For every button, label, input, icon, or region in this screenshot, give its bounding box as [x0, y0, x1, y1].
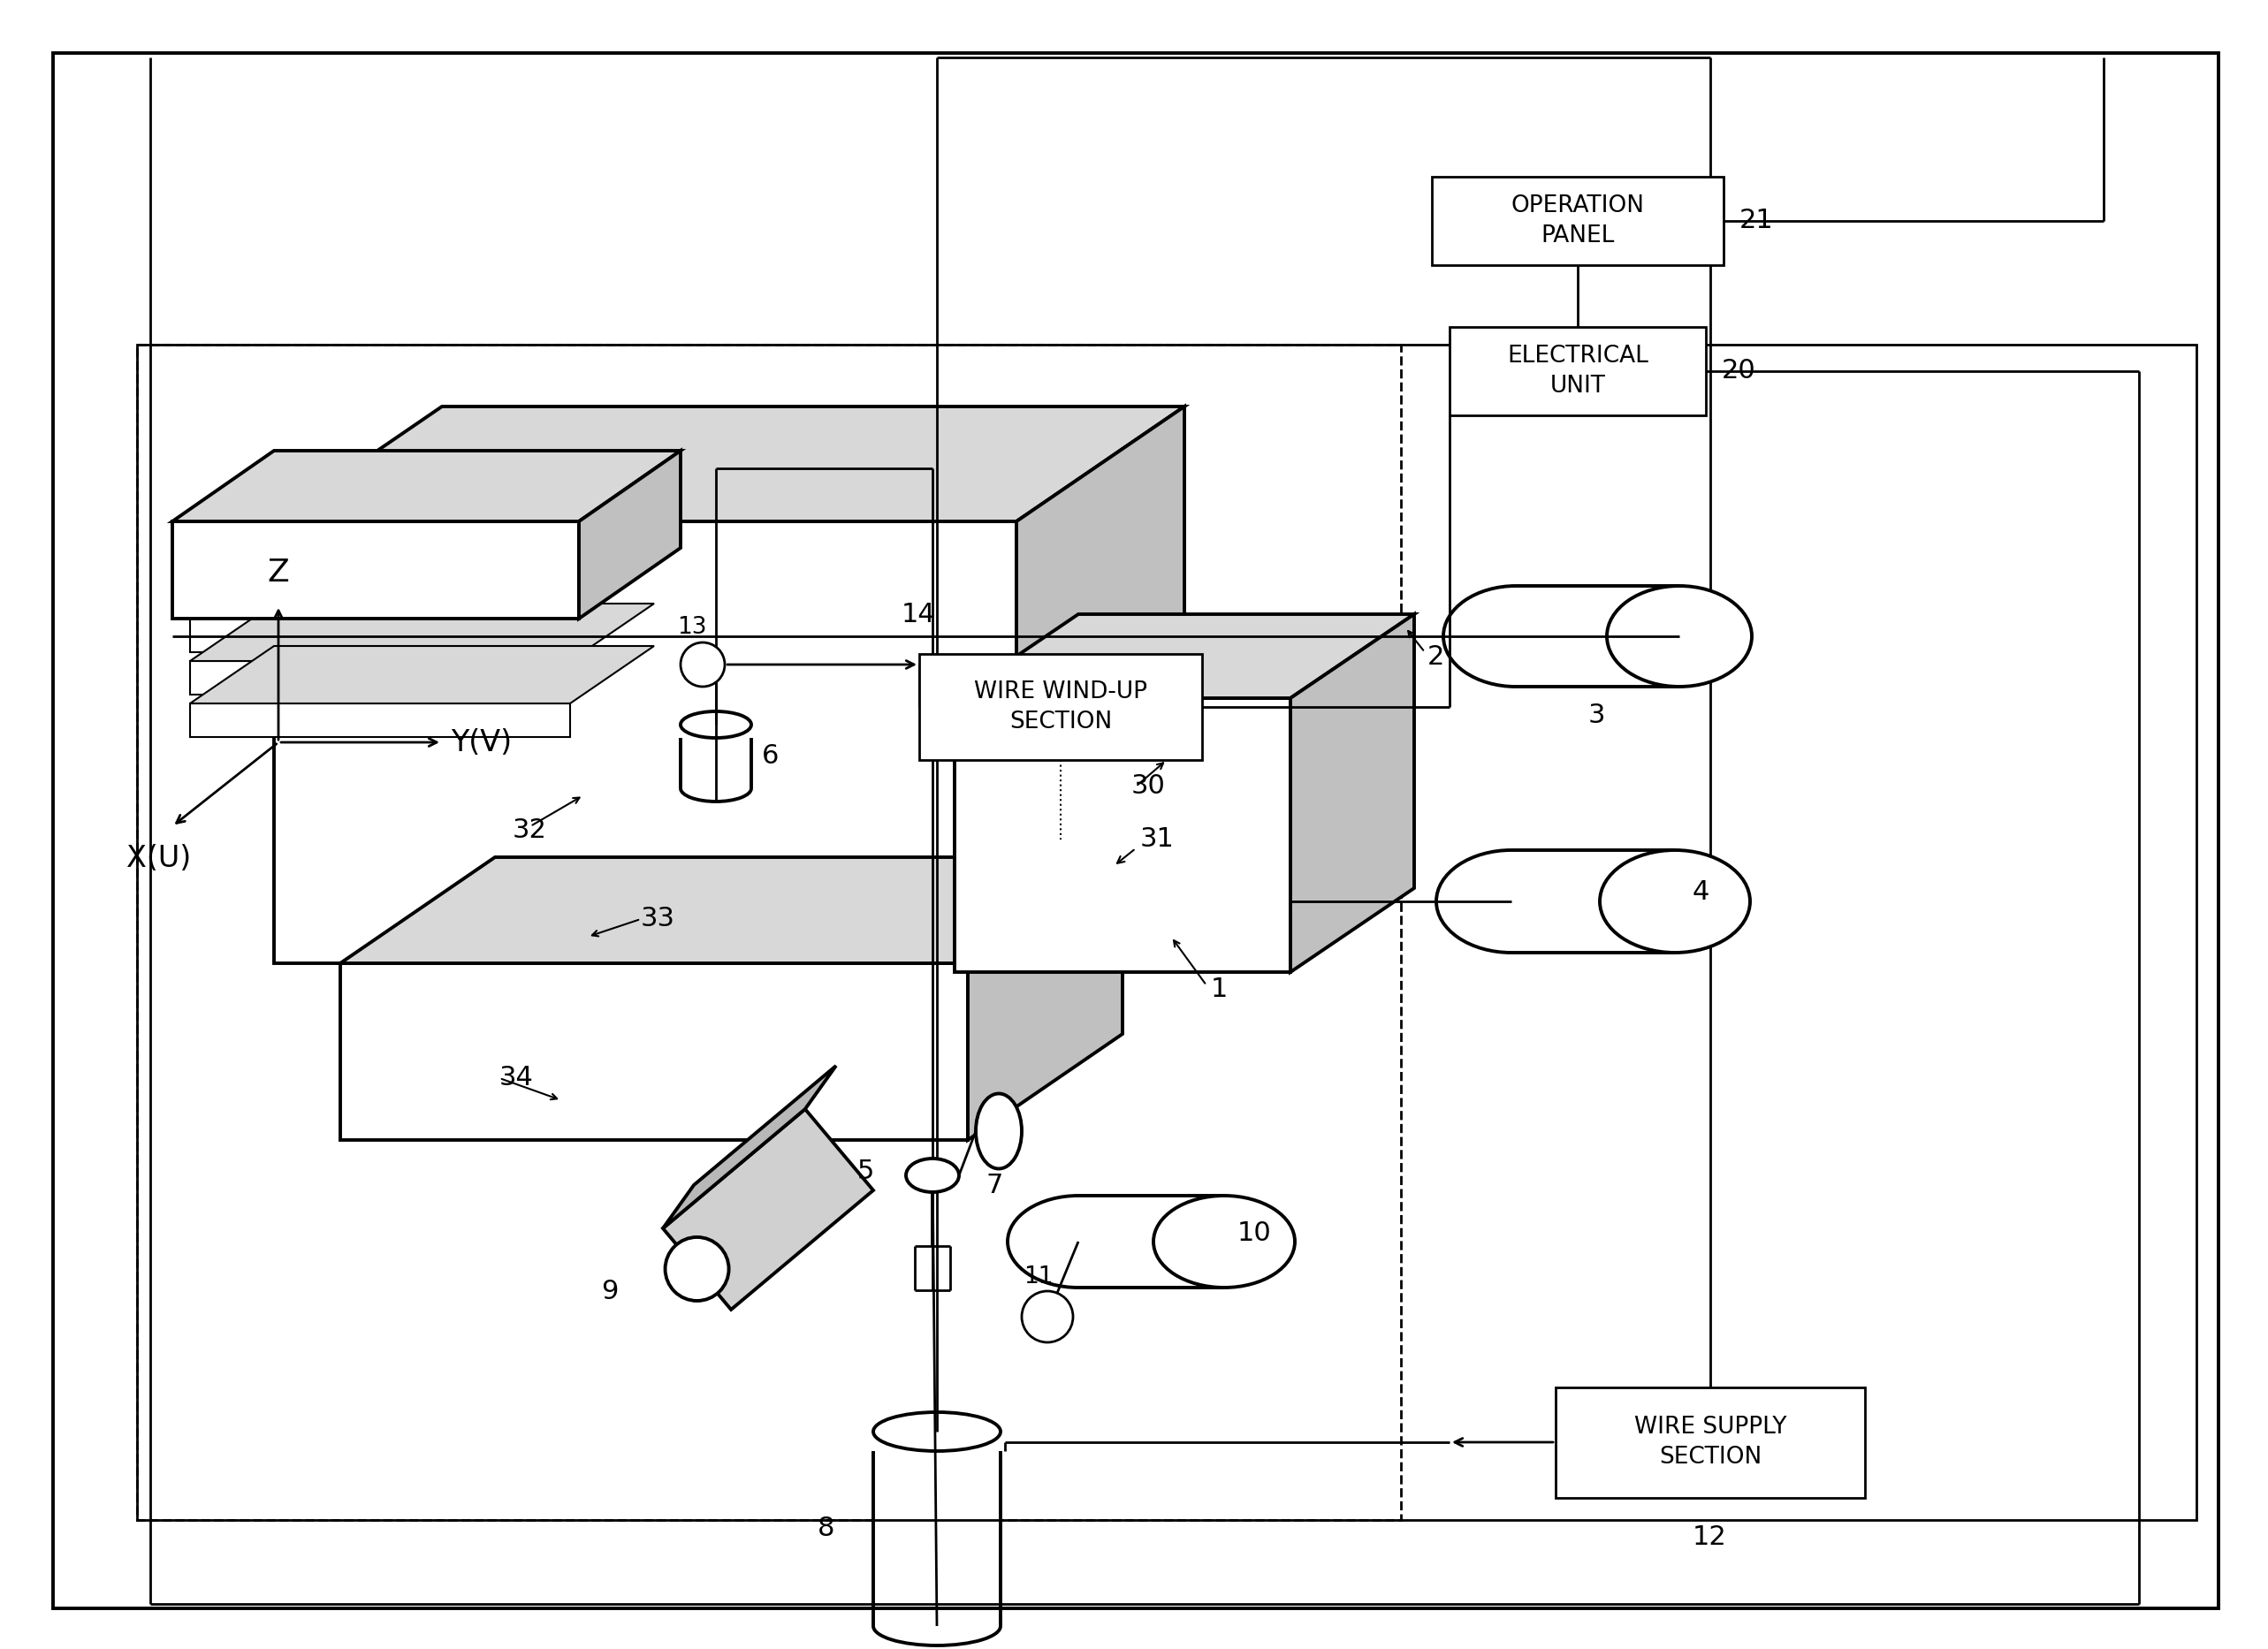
Text: 13: 13: [678, 617, 708, 638]
Polygon shape: [662, 1110, 873, 1309]
Ellipse shape: [873, 1412, 1000, 1451]
Polygon shape: [578, 450, 680, 618]
Bar: [919, 655, 1202, 760]
Ellipse shape: [665, 1237, 728, 1301]
Bar: [873, 1451, 1000, 1626]
Bar: [136, 345, 1402, 1520]
Ellipse shape: [1606, 585, 1751, 686]
Text: 30: 30: [1132, 773, 1166, 800]
Text: 9: 9: [601, 1280, 619, 1304]
Text: 10: 10: [1238, 1220, 1272, 1245]
Bar: [1515, 585, 1678, 686]
Polygon shape: [191, 604, 653, 661]
Bar: [1431, 176, 1724, 265]
Polygon shape: [172, 450, 680, 521]
Ellipse shape: [1599, 851, 1751, 953]
Text: 21: 21: [1740, 208, 1774, 234]
Polygon shape: [955, 613, 1415, 698]
Text: 8: 8: [816, 1515, 835, 1542]
Polygon shape: [191, 618, 569, 651]
Text: 1: 1: [1211, 976, 1227, 1003]
Text: Y(V): Y(V): [451, 727, 513, 757]
Polygon shape: [191, 561, 653, 618]
Bar: [1449, 327, 1706, 416]
Polygon shape: [968, 857, 1123, 1139]
Text: 7: 7: [987, 1172, 1002, 1199]
Bar: [680, 737, 751, 788]
Polygon shape: [274, 407, 1184, 521]
Text: 33: 33: [642, 907, 676, 932]
Ellipse shape: [680, 643, 726, 686]
Polygon shape: [1290, 613, 1415, 971]
Text: 34: 34: [499, 1065, 533, 1092]
Text: 12: 12: [1692, 1525, 1726, 1550]
Polygon shape: [191, 646, 653, 704]
Bar: [1077, 1196, 1225, 1288]
Bar: [1556, 1387, 1864, 1497]
Ellipse shape: [1154, 1196, 1295, 1288]
Polygon shape: [955, 698, 1290, 971]
Text: 11: 11: [1023, 1265, 1052, 1288]
Text: Z: Z: [268, 557, 290, 587]
Text: X(U): X(U): [127, 844, 191, 872]
Text: 2: 2: [1427, 643, 1445, 669]
Polygon shape: [340, 857, 1123, 963]
Ellipse shape: [905, 1159, 959, 1192]
Text: WIRE SUPPLY
SECTION: WIRE SUPPLY SECTION: [1633, 1416, 1787, 1469]
Polygon shape: [340, 963, 968, 1139]
Ellipse shape: [975, 1093, 1023, 1169]
Text: 5: 5: [857, 1158, 875, 1184]
Text: 4: 4: [1692, 879, 1710, 905]
Polygon shape: [191, 704, 569, 737]
Polygon shape: [274, 521, 1016, 963]
Bar: [136, 345, 2195, 1520]
Text: 14: 14: [903, 602, 937, 627]
Ellipse shape: [680, 711, 751, 737]
Text: OPERATION
PANEL: OPERATION PANEL: [1510, 195, 1644, 247]
Text: ELECTRICAL
UNIT: ELECTRICAL UNIT: [1506, 345, 1649, 397]
Ellipse shape: [1023, 1291, 1073, 1342]
Polygon shape: [662, 1065, 837, 1229]
Text: 6: 6: [762, 744, 778, 770]
Text: 32: 32: [513, 818, 547, 844]
Text: 20: 20: [1721, 358, 1755, 384]
Polygon shape: [191, 661, 569, 694]
Text: WIRE WIND-UP
SECTION: WIRE WIND-UP SECTION: [973, 681, 1148, 734]
Text: 3: 3: [1588, 702, 1606, 729]
Polygon shape: [1016, 407, 1184, 963]
Polygon shape: [172, 521, 578, 618]
Text: 31: 31: [1141, 826, 1175, 853]
Bar: [1510, 851, 1676, 953]
